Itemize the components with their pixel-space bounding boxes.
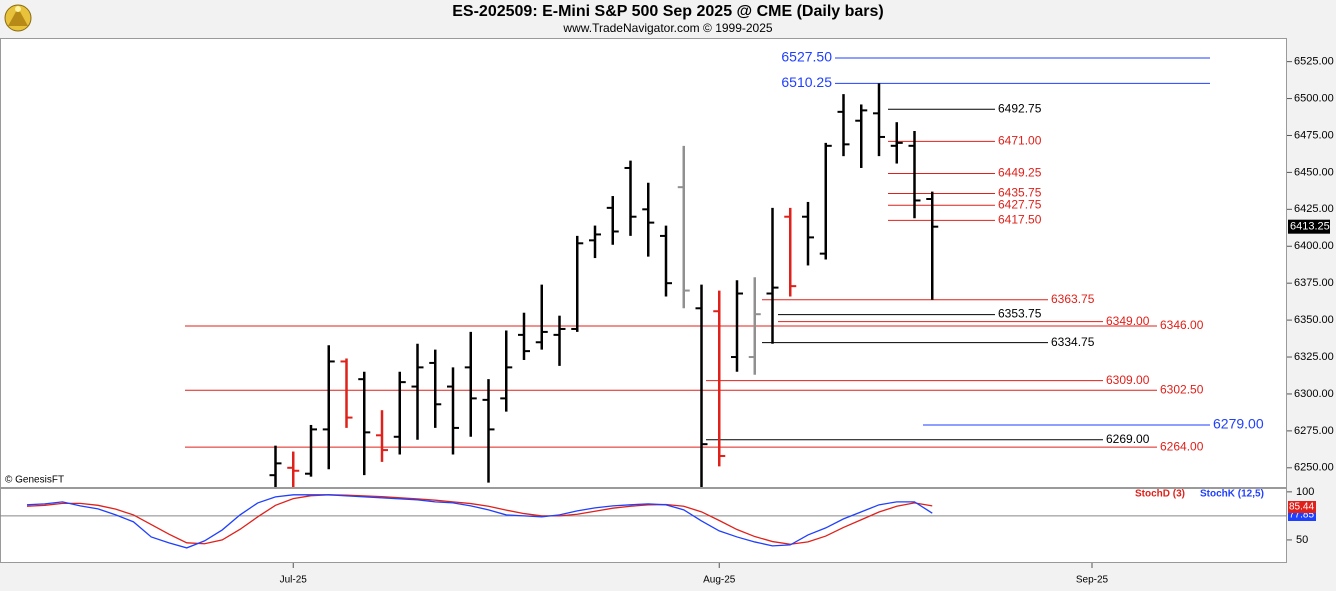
chart-title: ES-202509: E-Mini S&P 500 Sep 2025 @ CME…	[452, 3, 883, 20]
y-tick-label: 6275.00	[1294, 425, 1334, 437]
stoch-line	[26, 494, 933, 545]
y-tick-label: 6300.00	[1294, 388, 1334, 400]
legend-entry: StochD (3)	[1135, 489, 1185, 500]
x-tick-label: Sep-25	[1076, 575, 1109, 586]
y-tick-label: 6250.00	[1294, 462, 1334, 474]
y-tick-label: 6375.00	[1294, 277, 1334, 289]
level-label: 6264.00	[1160, 439, 1204, 453]
y-tick-label: 6450.00	[1294, 166, 1334, 178]
last-value-box	[1288, 501, 1316, 513]
stoch-line	[26, 494, 933, 549]
level-label: 6334.75	[1051, 335, 1095, 349]
level-label: 6417.50	[998, 213, 1042, 227]
y-tick-label: 6325.00	[1294, 351, 1334, 363]
price-panel	[0, 38, 1287, 488]
y2-tick-label: 50	[1296, 534, 1308, 546]
level-label: 6510.25	[781, 74, 832, 90]
chart-subtitle: www.TradeNavigator.com © 1999-2025	[562, 21, 772, 35]
legend-entry: StochK (12,5)	[1200, 489, 1264, 500]
footer-band	[0, 563, 1336, 591]
header-band	[0, 0, 1336, 38]
y2-tick-label: 100	[1296, 486, 1314, 498]
last-price-box	[1288, 219, 1330, 234]
last-price-label: 6413.25	[1290, 221, 1330, 233]
level-label: 6353.75	[998, 307, 1042, 321]
x-tick-label: Jul-25	[280, 575, 308, 586]
level-label: 6269.00	[1106, 432, 1150, 446]
watermark: © GenesisFT	[5, 475, 64, 486]
level-label: 6449.25	[998, 166, 1042, 180]
level-label: 6363.75	[1051, 292, 1095, 306]
last-value-label: 77.85	[1289, 510, 1314, 521]
price-plot	[185, 57, 1210, 487]
y-tick-label: 6525.00	[1294, 56, 1334, 68]
level-label: 6302.50	[1160, 382, 1204, 396]
stoch-plot	[0, 494, 1287, 549]
level-label: 6492.75	[998, 101, 1042, 115]
level-label: 6471.00	[998, 134, 1042, 148]
y-tick-label: 6425.00	[1294, 203, 1334, 215]
level-label: 6527.50	[781, 49, 832, 65]
y-tick-label: 6475.00	[1294, 129, 1334, 141]
level-label: 6279.00	[1213, 416, 1264, 432]
level-label: 6309.00	[1106, 373, 1150, 387]
level-label: 6435.75	[998, 186, 1042, 200]
level-label: 6349.00	[1106, 314, 1150, 328]
logo	[4, 4, 32, 32]
y-tick-label: 6350.00	[1294, 314, 1334, 326]
level-label: 6427.75	[998, 197, 1042, 211]
x-tick-label: Aug-25	[703, 575, 736, 586]
last-value-label: 85.44	[1289, 502, 1314, 513]
axis-band	[1287, 38, 1336, 563]
y-tick-label: 6500.00	[1294, 92, 1334, 104]
level-label: 6346.00	[1160, 318, 1204, 332]
y-tick-label: 6400.00	[1294, 240, 1334, 252]
stoch-panel	[0, 488, 1287, 563]
